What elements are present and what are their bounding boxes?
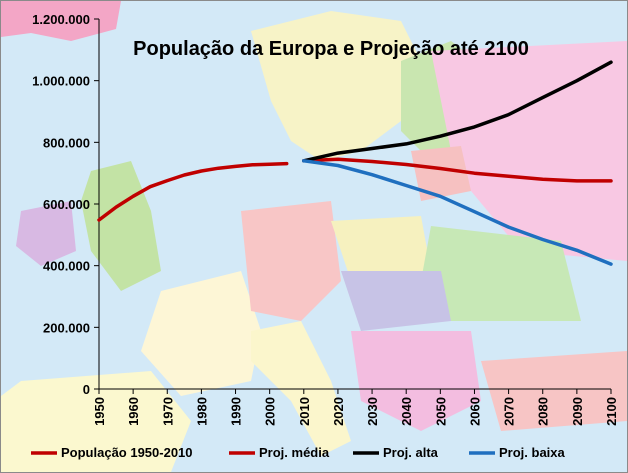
legend-label-1: Proj. média: [259, 445, 330, 460]
y-tick-label: 0: [83, 382, 90, 397]
france-shape: [141, 271, 261, 396]
y-tick-label: 1.200.000: [32, 12, 90, 27]
x-tick-label: 2090: [570, 397, 585, 426]
axes: 0 200.000 400.000 600.000 800.000 1.000.000 1.…: [32, 12, 619, 426]
ukraine-shape: [421, 226, 581, 321]
legend-label-0: População 1950-2010: [61, 445, 193, 460]
x-tick-label: 2070: [502, 397, 517, 426]
x-tick-label: 2010: [297, 397, 312, 426]
legend-label-2: Proj. alta: [383, 445, 439, 460]
iceland-shape: [1, 1, 121, 41]
x-tick-label: 2060: [467, 397, 482, 426]
y-tick-label: 1.000.000: [32, 74, 90, 89]
turkey-shape: [481, 351, 627, 431]
legend: População 1950-2010 Proj. média Proj. alta…: [31, 445, 566, 460]
x-tick-label: 1980: [194, 397, 209, 426]
central-europe-shape: [341, 271, 451, 331]
x-tick-label: 1970: [160, 397, 175, 426]
balkans-shape: [351, 331, 481, 431]
series-layer: [97, 60, 613, 266]
y-tick-label: 200.000: [43, 320, 90, 335]
x-tick-label: 2080: [536, 397, 551, 426]
series-line-0: [97, 161, 289, 222]
x-tick-label: 1960: [126, 397, 141, 426]
x-tick-label: 2040: [399, 397, 414, 426]
y-tick-label: 800.000: [43, 135, 90, 150]
series-line-2: [302, 60, 613, 163]
x-tick-label: 1950: [92, 397, 107, 426]
x-tick-label: 1990: [229, 397, 244, 426]
x-tick-label: 2030: [365, 397, 380, 426]
y-tick-label: 600.000: [43, 197, 90, 212]
y-tick-label: 400.000: [43, 259, 90, 274]
germany-shape: [241, 201, 341, 321]
scandinavia-shape: [251, 11, 421, 161]
x-tick-label: 2000: [263, 397, 278, 426]
series-line-3: [302, 159, 613, 266]
chart-title: População da Europa e Projeção até 2100: [133, 38, 529, 60]
x-tick-label: 2100: [604, 397, 619, 426]
iberia-shape: [1, 371, 191, 472]
x-tick-label: 2050: [433, 397, 448, 426]
russia-shape: [431, 41, 627, 261]
series-line-1: [302, 157, 613, 183]
ireland-shape: [16, 201, 76, 266]
poland-shape: [331, 216, 431, 281]
baltic-shape: [411, 146, 471, 201]
legend-label-3: Proj. baixa: [499, 445, 566, 460]
x-tick-label: 2020: [331, 397, 346, 426]
